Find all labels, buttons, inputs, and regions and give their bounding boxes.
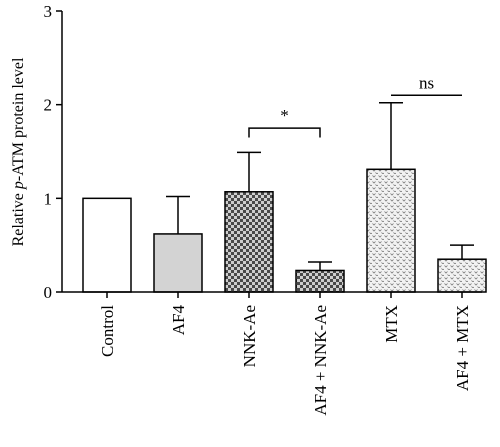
x-tick-label: MTX — [382, 305, 401, 343]
y-tick-label: 1 — [44, 189, 53, 208]
x-tick-label: AF4 — [169, 305, 188, 336]
bar-control — [82, 197, 132, 293]
bar-af4-mtx — [437, 258, 487, 293]
x-tick-label: Control — [98, 305, 117, 357]
significance-brackets: * ns — [248, 73, 462, 138]
bars — [82, 102, 487, 293]
bar-mtx — [366, 168, 416, 293]
y-tick-label: 0 — [44, 283, 53, 302]
y-tick-label: 3 — [44, 2, 53, 21]
y-tick-label: 2 — [44, 96, 53, 115]
y-axis-label: Relative p-ATM protein level — [10, 57, 27, 246]
bar-nnk-ae — [224, 191, 274, 293]
y-axis-ticks: 0 1 2 3 — [44, 2, 62, 302]
significance-bracket — [248, 127, 321, 138]
significance-label: * — [280, 106, 289, 125]
bar-af4 — [153, 233, 203, 293]
x-tick-label: AF4 + MTX — [453, 305, 472, 391]
bar-af4-nnk-ae — [295, 269, 345, 293]
significance-label: ns — [419, 73, 434, 92]
x-tick-label: NNK-Ae — [240, 305, 259, 367]
x-tick-label: AF4 + NNK-Ae — [311, 305, 330, 416]
x-axis-ticks: Control AF4 NNK-Ae AF4 + NNK-Ae MTX AF4 + MTX — [98, 292, 472, 416]
